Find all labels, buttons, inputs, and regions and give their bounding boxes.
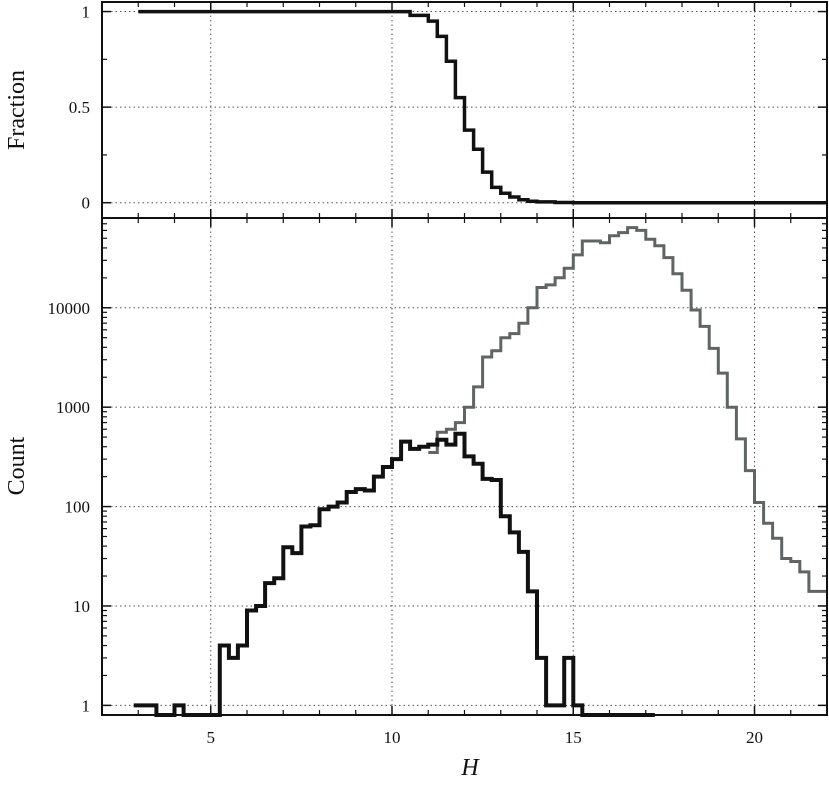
x-tick-label: 20 xyxy=(746,728,763,747)
y-tick-label: 1 xyxy=(82,3,91,22)
fraction-curve xyxy=(138,9,827,205)
bottom-series-group xyxy=(133,226,827,717)
fraction-panel: 00.51 Fraction xyxy=(4,1,828,219)
y-tick-label: 100 xyxy=(65,498,91,517)
y-tick-label: 10000 xyxy=(48,299,91,318)
y-tick-label: 0.5 xyxy=(69,98,90,117)
y-tick-label: 1000 xyxy=(56,398,90,417)
bottom-grid xyxy=(102,218,827,715)
y-tick-label: 0 xyxy=(82,194,91,213)
x-axis-label: H xyxy=(460,755,480,781)
count-histogram-gray xyxy=(428,226,827,593)
bottom-ticks: 5 10 15 20 1 10 100 1000 10000 xyxy=(48,218,828,747)
bottom-y-axis-label: Count xyxy=(4,436,30,495)
top-y-axis-label: Fraction xyxy=(4,70,30,150)
x-tick-label: 10 xyxy=(384,728,401,747)
x-tick-label: 15 xyxy=(565,728,582,747)
x-tick-label: 5 xyxy=(207,728,216,747)
y-tick-label: 1 xyxy=(82,696,91,715)
count-panel: 5 10 15 20 1 10 100 1000 10000 Count H xyxy=(4,217,828,781)
y-tick-label: 10 xyxy=(73,597,90,616)
count-histogram-black xyxy=(133,431,655,717)
top-series-group xyxy=(138,9,827,205)
bottom-axes-frame xyxy=(101,217,828,716)
top-ticks: 00.51 xyxy=(69,2,828,218)
